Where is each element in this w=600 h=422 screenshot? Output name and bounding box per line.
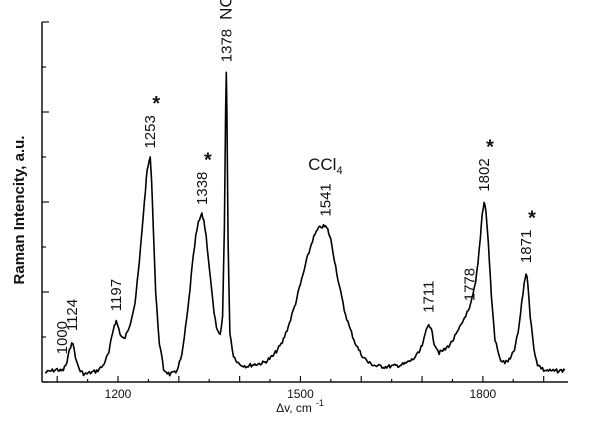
spectrum-line: [45, 71, 566, 377]
peak-label: 1802: [476, 158, 493, 191]
peak-label: 1197: [108, 279, 125, 311]
peak-label: 1000: [54, 321, 71, 354]
x-tick-label: 1200: [105, 387, 132, 401]
peak-label: 1871: [518, 230, 535, 263]
axes-group: 1200 1500 1800: [41, 21, 568, 401]
peak-label: 1253: [142, 115, 159, 148]
peak-1802: 1802*: [476, 136, 494, 191]
x-axis-ticks: 1200 1500 1800: [56, 376, 545, 401]
peak-1711: 1711: [421, 281, 438, 313]
peak-1338: 1338*: [194, 150, 212, 205]
peak-star-marker: *: [528, 208, 536, 230]
peak-star-marker: *: [152, 93, 160, 115]
peak-star-marker: *: [204, 150, 212, 172]
peak-label: 1778: [461, 268, 478, 301]
x-axis-title-sup: -1: [316, 398, 324, 408]
peak-label: 1338: [194, 172, 211, 205]
peak-1197: 1197: [108, 279, 125, 311]
peak-annotation: CCl4: [308, 155, 342, 177]
peak-1000: 1000: [54, 321, 71, 354]
x-tick-label: 1800: [470, 387, 497, 401]
peak-label: 1541: [317, 183, 334, 216]
peak-1253: 1253*: [142, 93, 160, 148]
peak-label: 1711: [421, 281, 438, 313]
peak-1871: 1871*: [518, 208, 536, 263]
peak-1124: 1124: [64, 299, 81, 331]
peak-1541: 1541 CCl4: [308, 155, 342, 216]
peak-labels: 1000112411971253*1338*1378NO241541CCl417…: [54, 0, 536, 354]
peak-annotation: NO24: [216, 0, 238, 20]
peak-1378: 1378 NO24: [216, 0, 238, 62]
peak-label: 1124: [64, 299, 81, 331]
peak-1778: 1778: [461, 268, 478, 301]
x-axis-title-main: Δv, cm: [276, 401, 312, 415]
y-axis-title: Raman Intencity, a.u.: [11, 136, 28, 285]
y-axis-ticks: [42, 21, 49, 383]
x-axis-title: Δv, cm -1: [276, 398, 324, 415]
peak-star-marker: *: [486, 136, 494, 158]
peak-label: 1378: [218, 29, 235, 62]
x-tick-label: 1500: [287, 387, 314, 401]
